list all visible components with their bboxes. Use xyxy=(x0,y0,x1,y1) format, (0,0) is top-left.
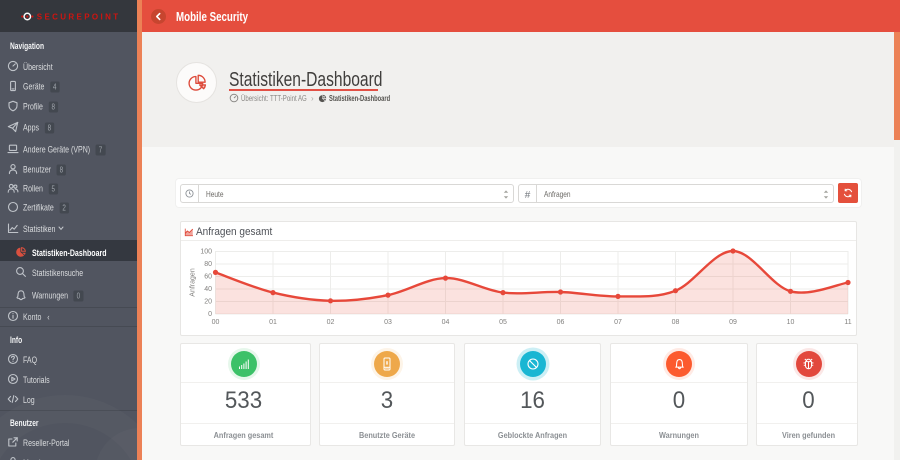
svg-text:0: 0 xyxy=(208,311,212,318)
svg-text:60: 60 xyxy=(204,274,212,281)
svg-text:80: 80 xyxy=(204,261,212,268)
svg-text:00: 00 xyxy=(212,319,220,326)
svg-text:10: 10 xyxy=(787,319,795,326)
svg-text:20: 20 xyxy=(204,299,212,306)
svg-text:07: 07 xyxy=(614,319,622,326)
svg-text:100: 100 xyxy=(200,249,212,256)
svg-text:09: 09 xyxy=(729,319,737,326)
svg-text:40: 40 xyxy=(204,286,212,293)
svg-text:04: 04 xyxy=(442,319,450,326)
svg-text:SECUREPOINT: SECUREPOINT xyxy=(37,12,121,21)
svg-text:05: 05 xyxy=(499,319,507,326)
svg-text:02: 02 xyxy=(327,319,335,326)
svg-text:03: 03 xyxy=(384,319,392,326)
svg-text:11: 11 xyxy=(844,319,851,326)
svg-text:01: 01 xyxy=(269,319,277,326)
svg-text:06: 06 xyxy=(557,319,565,326)
svg-text:Anfragen: Anfragen xyxy=(190,268,197,297)
svg-text:08: 08 xyxy=(672,319,680,326)
